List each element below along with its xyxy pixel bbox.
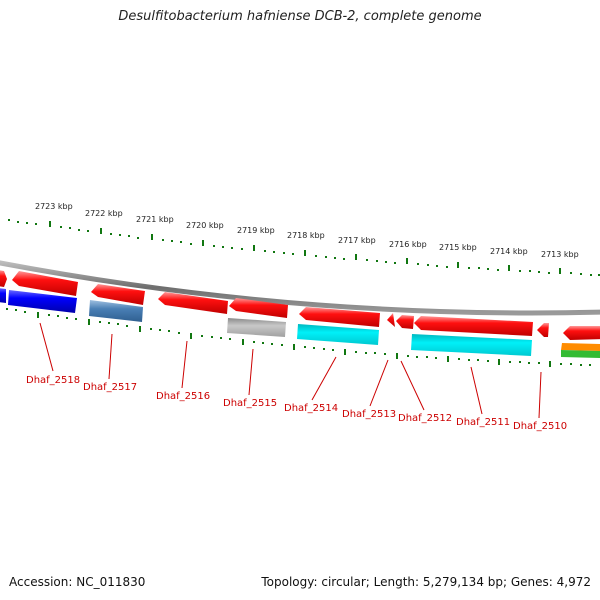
cds-arrow[interactable] — [158, 292, 228, 314]
protein-bar-orange[interactable] — [561, 343, 600, 351]
scale-ring-outer — [8, 219, 600, 276]
gene-label[interactable]: Dhaf_2518 — [26, 375, 80, 386]
gene-label[interactable]: Dhaf_2516 — [156, 391, 210, 402]
gene-callouts — [39, 322, 542, 419]
scale-label: 2713 kbp — [541, 250, 579, 259]
scale-label: 2719 kbp — [237, 226, 275, 235]
cds-arrow[interactable] — [91, 284, 145, 305]
scale-label: 2718 kbp — [287, 231, 325, 240]
scale-label: 2721 kbp — [136, 215, 174, 224]
callout-line — [311, 356, 337, 401]
callout-line — [181, 340, 188, 389]
cds-arrow[interactable] — [387, 313, 395, 327]
scale-label: 2714 kbp — [490, 247, 528, 256]
gene-label[interactable]: Dhaf_2512 — [398, 413, 452, 424]
callout-line — [470, 366, 483, 415]
callout-line — [108, 333, 113, 380]
gene-labels: Dhaf_2518 Dhaf_2517 Dhaf_2516 Dhaf_2515 … — [26, 375, 567, 432]
page-title: Desulfitobacterium hafniense DCB-2, comp… — [118, 9, 482, 24]
cds-arrow[interactable] — [229, 298, 288, 318]
cds-arrow[interactable] — [299, 307, 380, 327]
gene-label[interactable]: Dhaf_2513 — [342, 409, 396, 420]
protein-bar-gray[interactable] — [227, 318, 286, 337]
cds-arrow[interactable] — [563, 326, 600, 340]
cds-arrow[interactable] — [0, 270, 7, 287]
genome-backbone — [0, 260, 600, 316]
cds-arrow[interactable] — [414, 316, 533, 336]
callout-line — [39, 322, 54, 372]
gene-label[interactable]: Dhaf_2511 — [456, 417, 510, 428]
callout-line — [538, 371, 542, 419]
gene-label[interactable]: Dhaf_2515 — [223, 398, 277, 409]
scale-ring-inner — [6, 308, 591, 367]
protein-bar-steelblue[interactable] — [89, 300, 143, 322]
scale-label: 2722 kbp — [85, 209, 123, 218]
callout-line — [248, 348, 254, 396]
gene-label[interactable]: Dhaf_2510 — [513, 421, 567, 432]
cds-arrow[interactable] — [396, 315, 414, 329]
cds-arrows — [0, 270, 600, 340]
callout-line — [400, 360, 425, 411]
protein-bar-blue[interactable] — [8, 290, 77, 313]
genome-summary-text: Topology: circular; Length: 5,279,134 bp… — [261, 575, 591, 589]
protein-bar-cyan[interactable] — [411, 334, 532, 356]
cds-arrow[interactable] — [12, 271, 78, 296]
scale-label: 2720 kbp — [186, 221, 224, 230]
callout-line — [369, 359, 389, 407]
protein-bar-blue[interactable] — [0, 288, 6, 303]
gene-label[interactable]: Dhaf_2514 — [284, 403, 338, 414]
scale-label: 2716 kbp — [389, 240, 427, 249]
scale-label: 2723 kbp — [35, 202, 73, 211]
scale-label: 2717 kbp — [338, 236, 376, 245]
protein-bar-cyan[interactable] — [297, 324, 379, 345]
cds-arrow[interactable] — [537, 323, 549, 337]
protein-bar-green[interactable] — [561, 350, 600, 358]
accession-text: Accession: NC_011830 — [9, 575, 146, 589]
protein-features — [0, 288, 600, 358]
gene-label[interactable]: Dhaf_2517 — [83, 382, 137, 393]
scale-label: 2715 kbp — [439, 243, 477, 252]
scale-labels: 2723 kbp 2722 kbp 2721 kbp 2720 kbp 2719… — [35, 202, 579, 259]
